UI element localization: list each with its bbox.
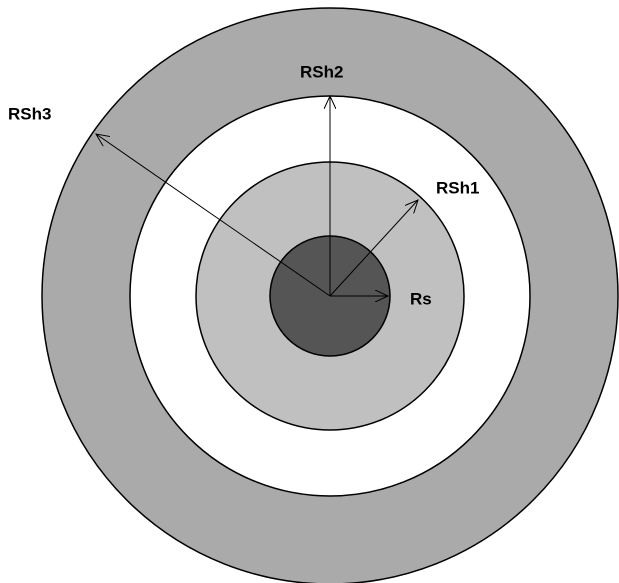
rsh2-label: RSh2 <box>300 62 343 81</box>
rsh3-label: RSh3 <box>8 104 51 123</box>
rs-label: Rs <box>410 289 432 308</box>
rsh1-label: RSh1 <box>436 178 479 197</box>
rsh1-arrow <box>329 200 418 297</box>
rsh3-arrow <box>96 134 331 297</box>
